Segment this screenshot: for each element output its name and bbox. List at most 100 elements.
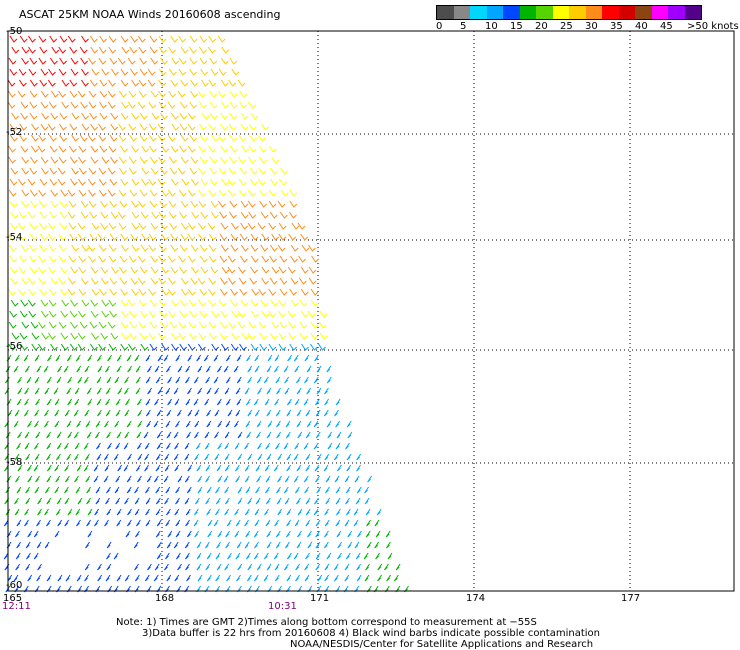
legend-swatch — [552, 6, 569, 19]
wind-barb — [106, 563, 112, 571]
wind-barb — [175, 552, 181, 560]
wind-barb — [366, 541, 372, 549]
wind-barb — [190, 90, 198, 98]
wind-barb — [16, 519, 22, 527]
wind-barb — [184, 541, 190, 549]
wind-barb — [140, 244, 149, 252]
wind-barb — [130, 233, 139, 241]
wind-barb — [168, 46, 176, 54]
wind-barb — [314, 464, 320, 472]
wind-barb — [194, 497, 200, 505]
wind-barb — [376, 508, 382, 516]
wind-barb — [118, 134, 127, 142]
wind-barb — [70, 101, 79, 109]
wind-barb — [365, 530, 371, 538]
wind-barb — [104, 420, 109, 428]
wind-barb — [108, 79, 116, 87]
wind-barb — [233, 420, 239, 428]
wind-barb — [305, 431, 311, 439]
wind-barb — [157, 134, 166, 142]
wind-barb — [21, 321, 30, 329]
wind-barb — [306, 387, 312, 395]
wind-barb — [268, 145, 277, 153]
wind-barb — [347, 431, 353, 439]
wind-barb — [58, 90, 66, 98]
wind-barb — [88, 167, 97, 175]
wind-barb — [47, 354, 52, 362]
wind-barb — [130, 68, 138, 76]
legend-swatch — [618, 6, 635, 19]
wind-barb — [255, 497, 261, 505]
wind-barb — [79, 46, 88, 54]
wind-barb — [260, 211, 269, 219]
wind-barb — [16, 398, 22, 406]
wind-barb — [94, 431, 100, 439]
wind-barb — [170, 233, 179, 241]
wind-barb — [100, 332, 109, 340]
wind-barb — [146, 475, 152, 483]
wind-barb — [178, 57, 187, 65]
wind-barb — [116, 508, 122, 516]
wind-barb — [78, 156, 86, 164]
wind-barb — [15, 563, 21, 571]
wind-barb — [95, 486, 101, 494]
wind-barb — [260, 244, 269, 252]
wind-barb — [201, 112, 210, 120]
wind-barb — [73, 431, 79, 439]
wind-barb — [289, 288, 298, 296]
wind-barb — [314, 497, 319, 505]
wind-barb — [3, 552, 9, 560]
wind-barb — [220, 57, 229, 65]
wind-barb — [16, 541, 22, 549]
wind-barb — [219, 211, 228, 219]
wind-barb — [78, 145, 87, 153]
wind-barb — [71, 244, 80, 252]
wind-barb — [37, 343, 46, 351]
wind-barb — [207, 519, 213, 527]
wind-barb — [135, 464, 141, 472]
wind-barb — [154, 365, 160, 373]
wind-barb — [225, 585, 231, 593]
wind-barb — [324, 398, 329, 406]
wind-barb — [199, 244, 208, 252]
wind-barb — [164, 453, 170, 461]
wind-barb — [80, 277, 89, 285]
wind-barb — [127, 508, 132, 516]
wind-barb — [187, 233, 196, 241]
legend-swatch — [585, 6, 602, 19]
wind-barb — [181, 178, 190, 186]
wind-barb — [4, 442, 10, 450]
wind-barb — [19, 35, 28, 43]
wind-barb — [39, 244, 47, 252]
wind-barb — [245, 486, 251, 494]
wind-barb — [170, 112, 179, 120]
wind-barb — [6, 530, 12, 538]
wind-barb — [180, 288, 189, 296]
wind-barb — [88, 189, 96, 197]
wind-barb — [200, 178, 209, 186]
wind-barb — [35, 398, 40, 406]
wind-barb — [77, 343, 86, 351]
wind-barb — [119, 90, 127, 98]
wind-barb — [374, 519, 380, 527]
wind-barb — [127, 453, 132, 461]
wind-barb — [247, 189, 256, 197]
wind-barb — [187, 145, 196, 153]
wind-barb — [117, 57, 126, 65]
wind-barb — [271, 321, 280, 329]
wind-barb — [74, 475, 79, 483]
wind-barb — [220, 123, 228, 131]
legend-color-bar — [436, 5, 702, 20]
wind-barb — [120, 178, 129, 186]
wind-barb — [115, 497, 121, 505]
wind-barb — [175, 497, 180, 505]
wind-barb — [44, 508, 49, 516]
wind-barb — [344, 574, 350, 582]
wind-barb — [94, 508, 100, 516]
wind-barb — [324, 453, 330, 461]
wind-barb — [107, 90, 116, 98]
wind-barb — [185, 519, 190, 527]
wind-barb — [9, 200, 18, 208]
wind-barb — [276, 431, 282, 439]
wind-barb — [98, 189, 107, 197]
